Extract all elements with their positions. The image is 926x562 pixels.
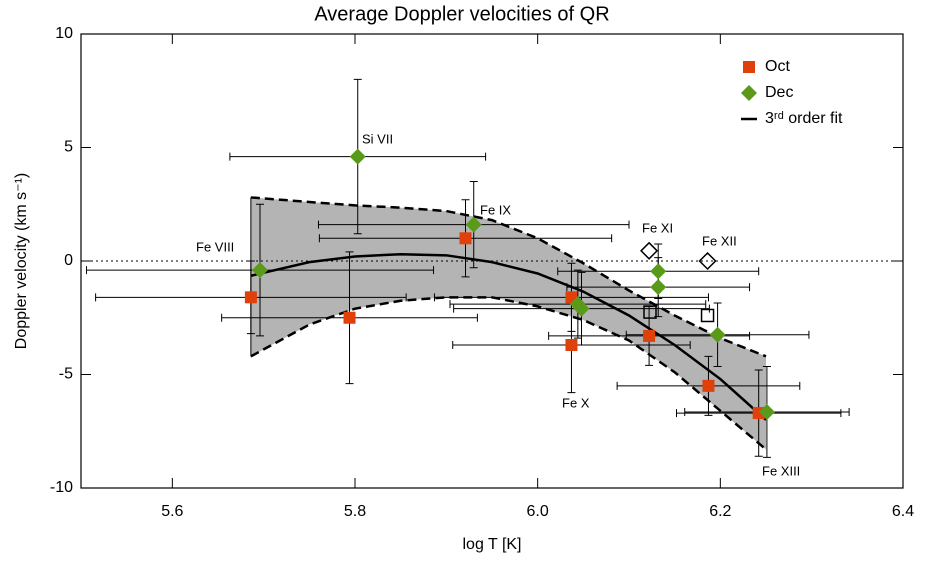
point (343, 311, 356, 324)
fit-line (250, 252, 767, 421)
annotation: Fe VIII (196, 239, 234, 254)
y-tick-label: 10 (55, 25, 73, 42)
point (244, 291, 257, 304)
point (459, 232, 472, 245)
legend-label: Oct (765, 58, 790, 75)
legend-marker (741, 85, 757, 101)
x-tick-label: 5.6 (161, 503, 183, 520)
point (702, 379, 715, 392)
annotation: Fe XIII (762, 463, 800, 478)
legend-marker (743, 61, 755, 73)
band-edge (250, 296, 767, 451)
point (758, 403, 775, 420)
point (565, 338, 578, 351)
point (698, 251, 717, 271)
y-tick-label: 0 (64, 252, 73, 269)
x-tick-label: 5.8 (344, 503, 366, 520)
point (640, 241, 659, 260)
x-tick-label: 6.4 (892, 503, 914, 520)
y-tick-label: -10 (50, 479, 73, 496)
band-edge (250, 196, 767, 358)
point (252, 262, 269, 279)
point (650, 263, 667, 280)
x-tick-label: 6.0 (527, 503, 549, 520)
legend-label: 3ʳᵈ order fit (765, 110, 843, 127)
annotation: Fe IX (480, 202, 511, 217)
legend-label: Dec (765, 84, 793, 101)
point (643, 305, 657, 319)
confidence-band (250, 197, 766, 450)
point (700, 308, 715, 323)
point (709, 326, 726, 343)
point (573, 300, 590, 317)
y-tick-label: 5 (64, 139, 73, 156)
chart-title: Average Doppler velocities of QR (314, 3, 609, 25)
y-tick-label: -5 (59, 366, 73, 383)
point (465, 216, 482, 233)
point (643, 329, 656, 342)
annotation: Fe XI (642, 220, 673, 235)
y-axis-label: Doppler velocity (km s⁻¹) (13, 173, 30, 349)
point (650, 279, 667, 296)
x-tick-label: 6.2 (709, 503, 731, 520)
annotation: Si VII (362, 131, 393, 146)
annotation: Fe XII (702, 233, 737, 248)
x-axis-label: log T [K] (463, 536, 522, 553)
annotation: Fe X (562, 395, 590, 410)
point (349, 148, 366, 165)
